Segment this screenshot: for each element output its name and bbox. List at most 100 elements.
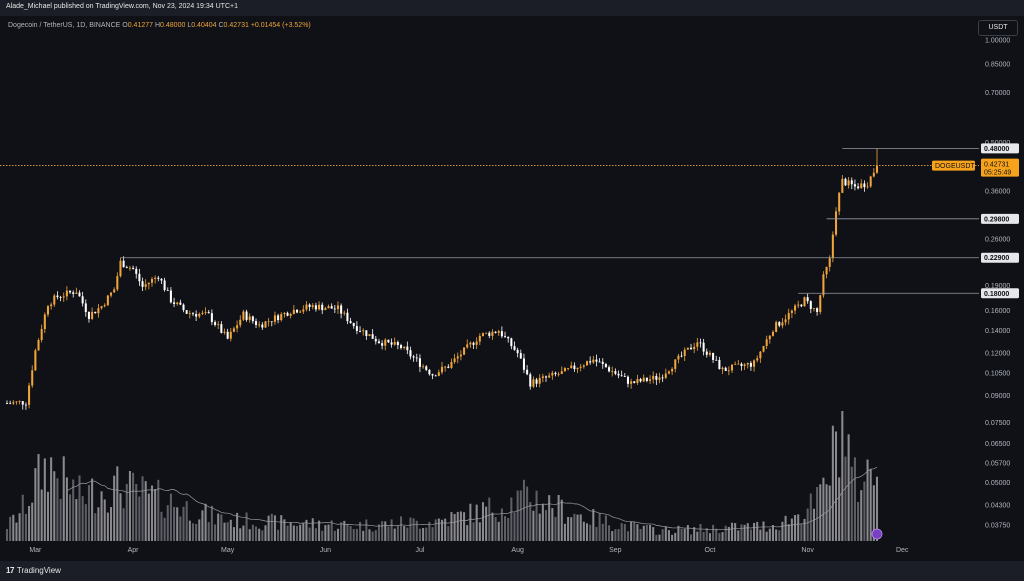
price-level-label: 0.22900 [984,255,1009,262]
candle-body [469,342,472,345]
y-tick-label: 0.10500 [985,370,1010,377]
candle-body [144,284,147,287]
price-chart[interactable]: 1.00000 0.85000 0.70000 0.50000 0.36000 0.260… [0,16,1024,561]
candle-body [507,336,510,339]
price-level-tag [981,288,1019,299]
candle-body [636,379,639,383]
volume-bar [311,518,314,541]
candle-body [157,277,160,279]
candle-body [245,311,248,320]
logo-mark: 17 [6,566,14,575]
candle-body [740,363,743,366]
candle-body [65,290,68,297]
volume-bar [469,503,472,541]
candle-body [768,335,771,340]
candle-body [384,339,387,346]
volume-bar [576,514,579,541]
candle-body [633,381,636,383]
candle-body [273,315,276,322]
symbol-description[interactable]: Dogecoin / TetherUS, 1D, BINANCE [8,22,121,29]
candle-body [592,359,595,363]
candle-body [390,342,393,345]
volume-bar [188,520,191,541]
volume-bar [308,527,311,541]
volume-bar [721,532,724,541]
volume-bar [693,527,696,541]
candle-body [850,180,853,185]
candle-body [242,311,245,320]
volume-bar [40,489,43,541]
currency-button[interactable]: USDT [978,20,1018,36]
volume-bar [850,466,853,541]
volume-bar [422,528,425,541]
volume-bar [160,511,163,541]
candle-body [362,330,365,332]
volume-bar [715,528,718,541]
volume-bar [708,533,711,541]
candle-body [715,359,718,361]
candle-body [778,322,781,326]
candle-body [113,289,116,293]
candle-body [15,401,18,403]
candle-body [693,346,696,350]
volume-bar [611,531,614,541]
candle-body [712,352,715,360]
candle-body [639,379,642,382]
volume-bar [113,475,116,541]
volume-bar [109,507,113,541]
candle-body [210,313,213,323]
candle-body [844,178,847,186]
candle-body [475,341,478,345]
last-price-tag [981,158,1019,177]
volume-bar [141,476,144,541]
candle-body [239,319,242,326]
candle-body [683,349,686,357]
volume-bar [214,524,217,541]
candle-body [69,290,72,293]
volume-bar [173,506,176,541]
candle-body [860,183,863,189]
volume-bar [544,510,548,541]
candle-body [37,340,40,351]
y-tick-label: 0.70000 [985,90,1010,97]
candle-body [399,345,403,348]
candle-body [371,334,374,339]
volume-bar [242,525,245,541]
candle-body [415,357,418,359]
volume-bar [645,525,648,541]
candle-body [78,292,81,297]
volume-bar [299,524,302,541]
candle-body [286,312,289,316]
candle-body [132,267,135,269]
candle-body [787,312,790,320]
candle-body [308,304,311,308]
candle-body [551,372,554,376]
volume-bar [327,524,330,541]
volume-bar [838,477,841,541]
candle-body [642,377,645,382]
candle-body [674,359,677,369]
candle-body [150,278,154,283]
volume-bar [336,528,340,541]
candle-body [582,365,585,367]
candle-body [806,297,809,302]
candle-body [667,371,670,374]
volume-bar [368,529,371,541]
candle-body [173,302,176,304]
candle-body [204,312,207,313]
tradingview-logo[interactable]: 17 TradingView [6,566,61,575]
volume-bar [37,454,40,541]
candle-body [554,372,557,375]
candle-body [248,316,251,320]
candle-body [623,376,626,377]
candle-body [689,347,693,350]
candle-body [188,313,191,315]
x-tick-label: Apr [128,547,140,554]
candle-body [869,176,872,187]
candle-body [425,366,428,370]
volume-bar [478,522,481,541]
y-tick-label: 0.26000 [985,236,1010,243]
candle-body [456,356,459,359]
candle-body [56,295,59,298]
y-tick-label: 0.50000 [985,140,1010,147]
